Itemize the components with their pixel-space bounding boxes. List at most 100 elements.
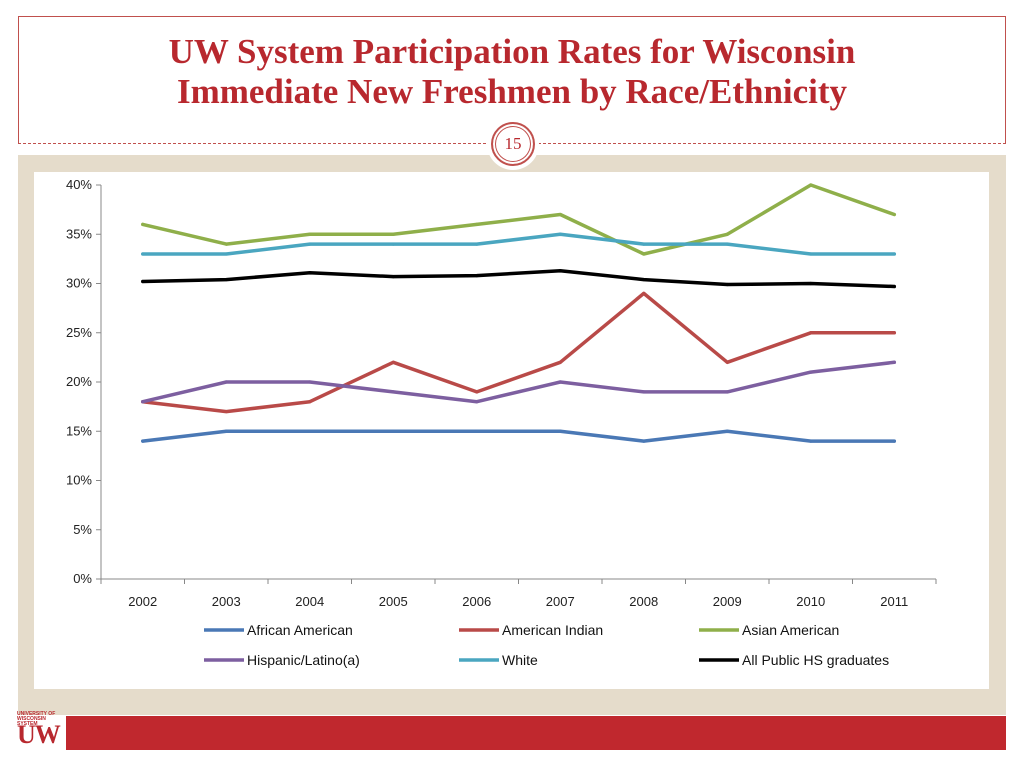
data-point [475, 274, 479, 278]
data-point [642, 439, 646, 443]
data-point [475, 429, 479, 433]
line-chart: 0% 5% 10% 15% 20% 25% 30% 35% 40% 2002 2003 2004 200… [66, 177, 937, 668]
data-point [892, 439, 896, 443]
legend-label-5: All Public HS graduates [742, 652, 889, 668]
data-point [642, 252, 646, 256]
data-point [224, 429, 228, 433]
data-point [391, 242, 395, 246]
data-point [725, 242, 729, 246]
x-tick-label: 2007 [546, 594, 575, 609]
page-number: 15 [504, 134, 522, 153]
data-point [892, 252, 896, 256]
x-tick-label: 2003 [212, 594, 241, 609]
uw-logo-text: UW [17, 720, 61, 749]
data-point [558, 380, 562, 384]
slide-title: UW System Participation Rates for Wiscon… [18, 32, 1006, 112]
data-point [141, 252, 145, 256]
legend-label-2: Asian American [742, 622, 839, 638]
data-point [809, 252, 813, 256]
y-tick-label: 20% [66, 374, 92, 389]
y-tick-label: 30% [66, 276, 92, 291]
slide-title-line-1: UW System Participation Rates for Wiscon… [168, 32, 856, 71]
data-point [475, 222, 479, 226]
data-point [141, 400, 145, 404]
series-line-4 [141, 232, 897, 256]
data-point [224, 277, 228, 282]
data-point [809, 331, 813, 335]
data-point [809, 281, 813, 286]
data-point [308, 242, 312, 246]
data-point [558, 429, 562, 433]
x-tick-label: 2004 [295, 594, 324, 609]
x-tick-label: 2006 [462, 594, 491, 609]
y-tick-label: 0% [73, 571, 92, 586]
data-point [892, 284, 896, 289]
x-tick-label: 2011 [880, 594, 908, 609]
data-point [391, 390, 395, 394]
data-point [391, 275, 395, 279]
data-point [809, 439, 813, 443]
legend-label-1: American Indian [502, 622, 603, 638]
data-point [809, 370, 813, 374]
series-line-2 [141, 183, 897, 256]
data-point [892, 331, 896, 335]
data-point [391, 360, 395, 364]
data-point [725, 390, 729, 394]
data-point [308, 400, 312, 404]
data-point [391, 232, 395, 236]
data-point [809, 183, 813, 187]
y-tick-label: 5% [73, 522, 92, 537]
data-point [224, 242, 228, 246]
legend-label-0: African American [247, 622, 353, 638]
footer-bar [66, 716, 1006, 750]
data-point [475, 400, 479, 404]
data-point [141, 439, 145, 443]
data-point [642, 242, 646, 246]
x-tick-label: 2009 [713, 594, 742, 609]
data-point [558, 232, 562, 236]
y-tick-label: 35% [66, 226, 92, 241]
data-point [308, 380, 312, 384]
series-line-1 [141, 291, 897, 414]
legend-label-3: Hispanic/Latino(a) [247, 652, 360, 668]
data-point [308, 271, 312, 275]
data-point [642, 390, 646, 394]
data-point [892, 212, 896, 217]
x-tick-label: 2008 [629, 594, 658, 609]
y-tick-label: 10% [66, 473, 92, 488]
data-point [224, 252, 228, 256]
data-point [141, 279, 145, 284]
x-tick-label: 2010 [796, 594, 825, 609]
title-frame [18, 16, 1006, 144]
data-point [224, 409, 228, 414]
data-point [725, 232, 729, 236]
data-point [475, 242, 479, 246]
data-point [141, 222, 145, 226]
uw-logo-small-text: UNIVERSITY OF WISCONSIN SYSTEM [17, 711, 56, 727]
data-point [558, 360, 562, 364]
series-line-3 [141, 360, 897, 404]
data-point [308, 232, 312, 236]
uw-logo: UNIVERSITY OF WISCONSIN SYSTEM UW [17, 712, 63, 752]
data-point [725, 429, 729, 433]
y-tick-label: 40% [66, 177, 92, 192]
data-point [475, 390, 479, 394]
y-tick-label: 15% [66, 423, 92, 438]
y-tick-label: 25% [66, 325, 92, 340]
page-number-ring [491, 122, 535, 166]
data-point [391, 429, 395, 433]
legend-label-4: White [502, 652, 538, 668]
data-point [725, 360, 729, 364]
data-point [558, 212, 562, 217]
data-point [558, 269, 562, 273]
data-point [642, 291, 646, 295]
series-line-5 [141, 268, 897, 289]
series-line-0 [141, 429, 897, 443]
data-point [224, 380, 228, 384]
x-tick-label: 2002 [128, 594, 157, 609]
data-point [308, 429, 312, 433]
data-point [642, 277, 646, 282]
x-tick-label: 2005 [379, 594, 408, 609]
data-point [892, 360, 896, 364]
